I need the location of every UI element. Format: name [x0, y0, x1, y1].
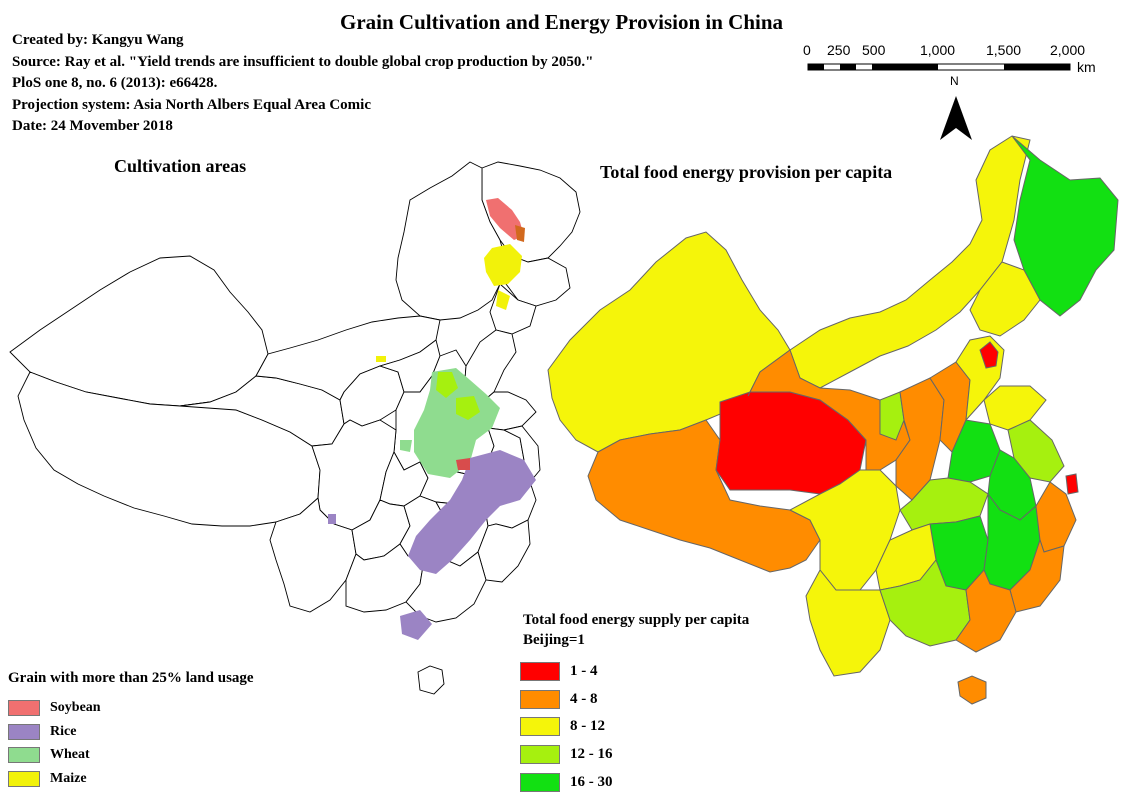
energy-legend-item: 1 - 4: [520, 662, 598, 681]
right-map-title: Total food energy provision per capita: [600, 162, 893, 182]
scale-label-500: 500: [862, 42, 886, 58]
wheat-swatch: [8, 747, 40, 763]
journal-reference: PloS one 8, no. 6 (2013): e66428.: [12, 75, 218, 91]
energy-legend-item: 4 - 8: [520, 690, 598, 709]
energy-legend-label: 12 - 16: [570, 746, 613, 762]
grain-legend-item: Rice: [8, 724, 76, 740]
scale-label-1000: 1,000: [920, 42, 956, 58]
north-arrow-icon: [940, 96, 972, 140]
scale-label-0: 0: [803, 42, 811, 58]
north-label: N: [950, 74, 959, 88]
map-title: Grain Cultivation and Energy Provision i…: [339, 10, 784, 34]
energy-legend-subtitle: Beijing=1: [523, 632, 585, 648]
grain-legend-title: Grain with more than 25% land usage: [8, 670, 254, 686]
energy-swatch-3: [520, 717, 560, 736]
scale-label-1500: 1,500: [986, 42, 1022, 58]
scale-label-2000: 2,000: [1050, 42, 1086, 58]
cultivation-map: [9, 161, 581, 695]
energy-swatch-1: [520, 662, 560, 681]
date-label: Date: 24 Movember 2018: [12, 118, 173, 134]
grain-legend-label: Maize: [50, 771, 87, 786]
scale-label-250: 250: [827, 42, 851, 58]
source-citation: Source: Ray et al. "Yield trends are ins…: [12, 53, 594, 70]
energy-map: [547, 135, 1119, 705]
energy-legend-item: 8 - 12: [520, 717, 605, 736]
metadata-block: Created by: Kangyu Wang Source: Ray et a…: [12, 30, 593, 138]
energy-legend-label: 4 - 8: [570, 691, 598, 707]
grain-legend-item: Wheat: [8, 747, 90, 763]
energy-swatch-4: [520, 745, 560, 764]
energy-legend-item: 16 - 30: [520, 773, 613, 792]
energy-legend-title: Total food energy supply per capita: [523, 612, 750, 628]
soybean-swatch: [8, 700, 40, 716]
grain-legend-label: Soybean: [50, 700, 101, 715]
rice-swatch: [8, 724, 40, 740]
left-map-title: Cultivation areas: [114, 156, 247, 176]
grain-legend-label: Rice: [50, 724, 77, 739]
scale-bar: [807, 63, 1071, 71]
energy-legend-label: 16 - 30: [570, 774, 613, 790]
grain-legend-label: Wheat: [50, 747, 90, 762]
energy-swatch-5: [520, 773, 560, 792]
energy-legend-label: 1 - 4: [570, 663, 598, 679]
crop-overlay: [328, 198, 536, 640]
grain-legend-item: Maize: [8, 771, 87, 787]
maize-swatch: [8, 771, 40, 787]
energy-swatch-2: [520, 690, 560, 709]
scale-unit: km: [1077, 59, 1096, 75]
author-credit: Created by: Kangyu Wang: [12, 32, 184, 48]
energy-legend-item: 12 - 16: [520, 745, 613, 764]
projection-info: Projection system: Asia North Albers Equ…: [12, 96, 371, 113]
energy-legend-label: 8 - 12: [570, 718, 605, 734]
grain-legend-item: Soybean: [8, 700, 101, 716]
